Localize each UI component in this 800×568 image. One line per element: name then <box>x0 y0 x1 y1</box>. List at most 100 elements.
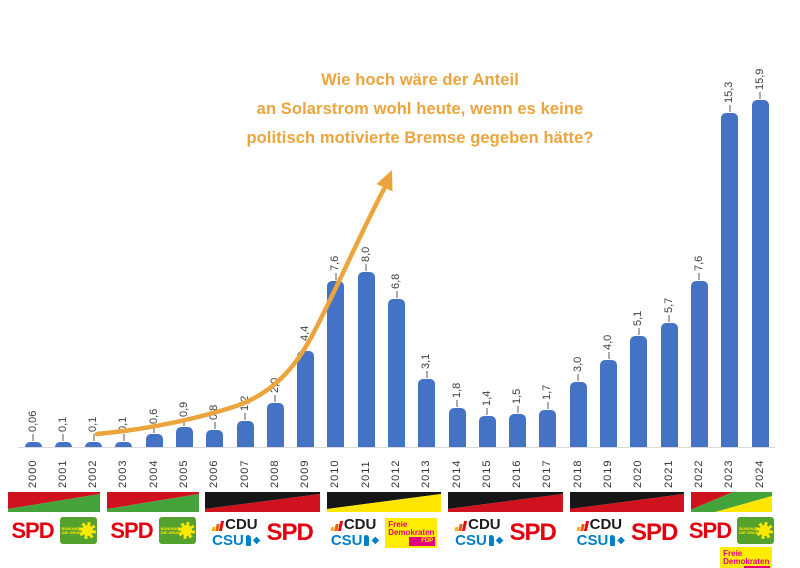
csu-lion-icon <box>610 535 616 546</box>
green-flag-stripe <box>107 494 199 512</box>
fdp-logo-text-line: Freie <box>388 519 408 529</box>
value-label-2024: 15,9 <box>753 68 766 91</box>
coalition-2006-2009: CDU CSU ◆ SPD <box>205 492 320 568</box>
csu-logo: CSU ◆ <box>212 533 260 548</box>
sunflower-icon <box>177 522 195 539</box>
csu-lion-icon <box>245 535 251 546</box>
bar-2007 <box>236 420 254 447</box>
gruene-logo-text-line: BÜNDNIS 90 <box>61 525 86 531</box>
error-tick-2000 <box>32 434 34 441</box>
red-flag-stripe <box>691 492 734 510</box>
cdu-logo: CDU <box>576 517 622 532</box>
cdu-stripe <box>337 521 343 531</box>
error-tick-2024 <box>759 92 761 100</box>
value-label-2021: 5,7 <box>662 297 675 313</box>
csu-wordmark: CSU <box>330 532 363 549</box>
year-label-2012: 2012 <box>390 459 402 488</box>
value-label-2012: 6,8 <box>390 273 402 289</box>
value-label-2018: 3,0 <box>571 356 584 372</box>
black-flag-stripe <box>327 492 441 509</box>
value-label-2011: 8,0 <box>359 247 372 263</box>
error-tick-2019 <box>607 351 610 359</box>
csu-wordmark: CSU <box>212 532 244 549</box>
year-label-2019: 2019 <box>602 459 615 488</box>
value-label-2010: 7,6 <box>329 255 342 272</box>
fdp-abbr-tag: FDP <box>409 536 436 546</box>
csu-diamond-icon: ◆ <box>495 534 504 546</box>
bar-2003 <box>115 442 133 447</box>
coalition-logo-row: SPD BÜNDNIS 90 DIE GRÜNEN <box>689 517 775 544</box>
bar-2021 <box>660 322 678 447</box>
coalition-flag-1 <box>107 492 199 512</box>
bar-2010 <box>327 281 345 447</box>
red-flag-stripe <box>448 494 563 512</box>
bar-2012 <box>388 298 405 447</box>
coalition-flag-6 <box>691 492 772 512</box>
cdu-stripes-icon <box>211 521 225 531</box>
spd-logo: SPD <box>11 517 54 543</box>
year-label-2013: 2013 <box>420 459 433 488</box>
error-tick-2001 <box>62 434 65 441</box>
gruene-logo: BÜNDNIS 90 DIE GRÜNEN <box>158 517 196 544</box>
cdu-logo: CDU <box>454 516 501 533</box>
year-label-2023: 2023 <box>723 459 736 488</box>
csu-logo: CSU ◆ <box>331 533 379 548</box>
bar-2015 <box>478 416 496 447</box>
red-flag-stripe <box>205 494 320 512</box>
gruene-logo-text-line: DIE GRÜNEN <box>61 529 87 535</box>
coalition-logos: CDU CSU ◆ SPD <box>570 517 684 548</box>
cdu-logo: CDU <box>330 517 376 532</box>
gruene-logo: BÜNDNIS 90 DIE GRÜNEN <box>59 517 97 544</box>
value-label-2008: 2,0 <box>268 378 281 394</box>
error-tick-2004 <box>153 425 156 433</box>
error-tick-2009 <box>304 343 307 350</box>
year-label-2007: 2007 <box>238 459 251 488</box>
gruene-logo-text: BÜNDNIS 90 DIE GRÜNEN <box>739 526 764 535</box>
year-label-2020: 2020 <box>632 459 645 488</box>
year-label-2015: 2015 <box>480 459 493 488</box>
spd-logo: SPD <box>509 518 557 546</box>
error-tick-2022 <box>698 273 701 281</box>
sunflower-icon <box>78 522 96 539</box>
error-tick-2006 <box>213 421 216 429</box>
value-label-2022: 7,6 <box>692 255 705 272</box>
cdu-stripe <box>583 521 589 531</box>
black-flag-stripe <box>448 492 563 509</box>
csu-logo: CSU ◆ <box>455 533 503 548</box>
cdu-wordmark: CDU <box>225 516 258 533</box>
year-label-2022: 2022 <box>692 459 705 488</box>
cdu-wordmark: CDU <box>468 516 501 533</box>
cdu-stripe <box>219 521 225 531</box>
growth-arrowhead <box>376 170 393 192</box>
error-tick-2017 <box>546 401 549 409</box>
coalition-logos: CDU CSU ◆ SPD <box>448 517 563 548</box>
year-label-2011: 2011 <box>359 460 372 488</box>
yellow-flag-stripe <box>327 494 441 512</box>
error-tick-2013 <box>425 371 428 379</box>
gruene-logo-text: BÜNDNIS 90 DIE GRÜNEN <box>61 525 87 535</box>
year-label-2001: 2001 <box>56 459 69 488</box>
coalition-2003-2005: SPD BÜNDNIS 90 DIE GRÜNEN <box>107 492 199 568</box>
value-label-2017: 1,7 <box>541 384 554 400</box>
year-label-2018: 2018 <box>571 459 584 488</box>
bar-2002 <box>85 442 103 447</box>
coalition-logos: CDU CSU ◆ SPD <box>205 517 320 548</box>
coalition-logos: CDU CSU ◆ Freie Demokraten FDP <box>327 517 441 548</box>
csu-lion-icon <box>488 535 494 546</box>
coalition-logos: SPD BÜNDNIS 90 DIE GRÜNEN <box>107 517 199 544</box>
error-tick-2020 <box>637 327 640 335</box>
value-label-2020: 5,1 <box>632 310 645 326</box>
spd-logo: SPD <box>631 518 678 546</box>
coalition-2010-2013: CDU CSU ◆ Freie Demokraten FDP <box>327 492 441 568</box>
value-label-2013: 3,1 <box>420 354 433 370</box>
bar-2009 <box>297 351 315 447</box>
error-tick-2016 <box>516 406 519 414</box>
black-flag-stripe <box>570 492 684 509</box>
cdu-stripes-icon <box>330 521 343 531</box>
bar-2005 <box>175 427 193 447</box>
error-tick-2018 <box>577 373 580 381</box>
coalition-flag-2 <box>205 492 320 512</box>
sunflower-core <box>81 525 93 536</box>
